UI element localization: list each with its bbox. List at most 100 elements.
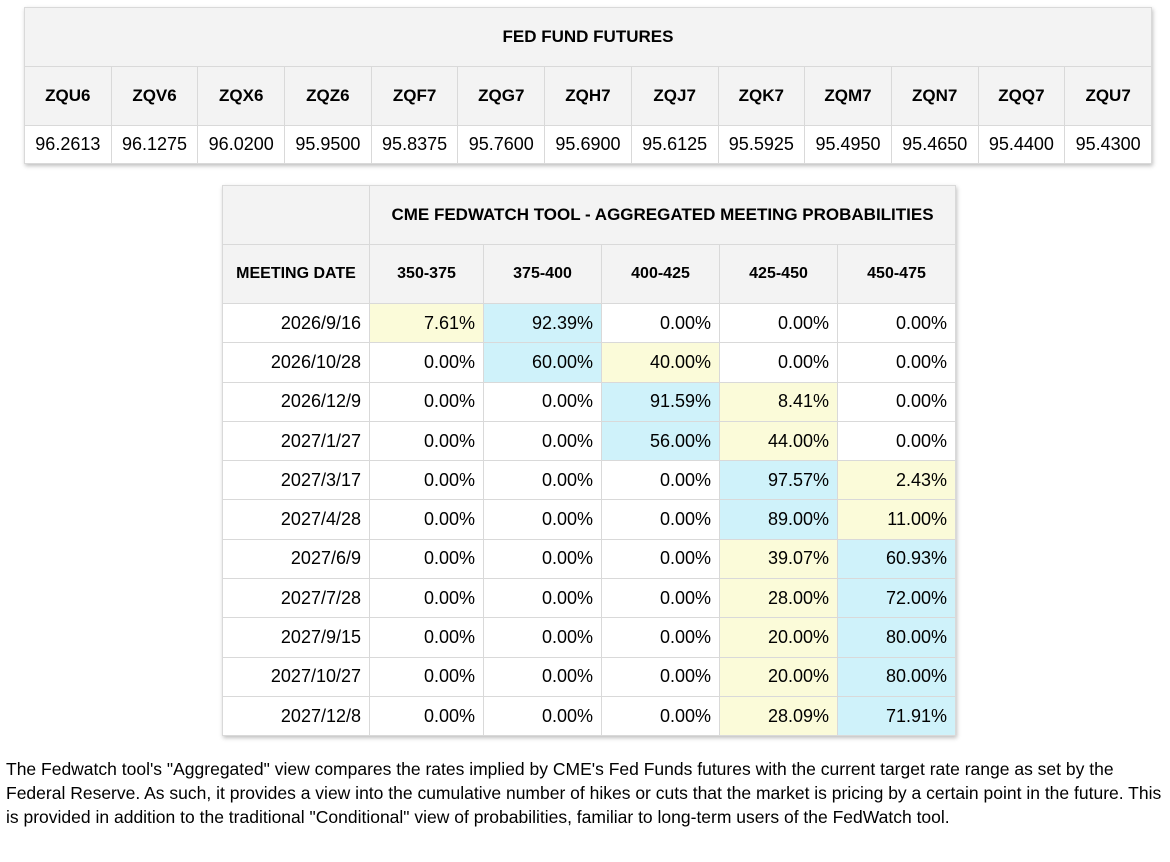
- probability-cell: 0.00%: [483, 499, 602, 540]
- probability-cell: 0.00%: [719, 342, 838, 383]
- meeting-row: 2026/12/9 0.00% 0.00% 91.59% 8.41% 0.00%: [222, 381, 956, 422]
- futures-contract-code: ZQU7: [1064, 66, 1152, 126]
- probability-cell: 0.00%: [601, 538, 720, 580]
- futures-contract-price: 96.0200: [197, 125, 286, 164]
- futures-contract-code: ZQQ7: [977, 66, 1066, 126]
- probability-cell: 44.00%: [719, 420, 838, 462]
- meeting-date: 2026/10/28: [222, 342, 370, 383]
- meeting-date: 2027/3/17: [222, 460, 370, 501]
- fed-fund-futures-panel: FED FUND FUTURES ZQU6 ZQV6 ZQX6 ZQZ6 ZQF7 ZQG…: [24, 7, 1152, 164]
- probability-cell: 0.00%: [837, 420, 956, 462]
- corner-cell: [222, 185, 370, 245]
- futures-price-row: 96.2613 96.1275 96.0200 95.9500 95.8375 95.76…: [24, 125, 1152, 164]
- probability-cell: 8.41%: [719, 381, 838, 422]
- probability-cell: 0.00%: [483, 538, 602, 580]
- futures-contract-price: 95.4950: [804, 125, 892, 164]
- futures-contract-code: ZQM7: [804, 66, 892, 126]
- meeting-row: 2027/6/9 0.00% 0.00% 0.00% 39.07% 60.93%: [222, 538, 956, 580]
- probability-cell: 71.91%: [837, 695, 956, 737]
- futures-title-row: FED FUND FUTURES: [24, 7, 1152, 67]
- meeting-date-header: MEETING DATE: [222, 244, 370, 304]
- probability-cell: 0.00%: [601, 460, 720, 501]
- futures-contract-code: ZQU6: [24, 66, 112, 126]
- meeting-row: 2027/12/8 0.00% 0.00% 0.00% 28.09% 71.91%: [222, 695, 956, 737]
- probability-cell: 0.00%: [601, 656, 720, 697]
- fedwatch-table-title: CME FEDWATCH TOOL - AGGREGATED MEETING P…: [369, 185, 956, 245]
- probability-cell: 7.61%: [369, 302, 484, 344]
- futures-contract-code: ZQG7: [457, 66, 546, 126]
- futures-contract-code: ZQZ6: [284, 66, 372, 126]
- futures-contract-code: ZQX6: [197, 66, 286, 126]
- probability-cell: 0.00%: [369, 420, 484, 462]
- probability-cell: 28.09%: [719, 695, 838, 737]
- meeting-row: 2027/9/15 0.00% 0.00% 0.00% 20.00% 80.00%: [222, 617, 956, 658]
- probability-cell: 0.00%: [601, 695, 720, 737]
- probability-cell: 91.59%: [601, 381, 720, 422]
- futures-contract-price: 95.6125: [630, 125, 719, 164]
- futures-contract-price: 96.1275: [110, 125, 199, 164]
- meeting-row: 2027/10/27 0.00% 0.00% 0.00% 20.00% 80.00%: [222, 656, 956, 697]
- futures-code-row: ZQU6 ZQV6 ZQX6 ZQZ6 ZQF7 ZQG7 ZQH7 ZQJ7 ZQK7 ZQM7…: [24, 66, 1152, 126]
- meeting-row: 2027/1/27 0.00% 0.00% 56.00% 44.00% 0.00%: [222, 420, 956, 462]
- probability-cell: 0.00%: [369, 342, 484, 383]
- meeting-date: 2027/1/27: [222, 420, 370, 462]
- probability-cell: 0.00%: [601, 302, 720, 344]
- probability-cell: 56.00%: [601, 420, 720, 462]
- probability-cell: 0.00%: [601, 499, 720, 540]
- probability-cell: 60.00%: [483, 342, 602, 383]
- probability-cell: 0.00%: [837, 381, 956, 422]
- futures-contract-price: 95.8375: [370, 125, 459, 164]
- meeting-date: 2026/12/9: [222, 381, 370, 422]
- meeting-date: 2026/9/16: [222, 302, 370, 344]
- fed-fund-futures-table: FED FUND FUTURES ZQU6 ZQV6 ZQX6 ZQZ6 ZQF7 ZQG…: [24, 7, 1152, 164]
- futures-contract-price: 95.6900: [544, 125, 632, 164]
- probability-cell: 2.43%: [837, 460, 956, 501]
- probability-cell: 0.00%: [719, 302, 838, 344]
- futures-contract-price: 95.4650: [890, 125, 979, 164]
- probability-cell: 0.00%: [483, 617, 602, 658]
- futures-contract-code: ZQV6: [110, 66, 199, 126]
- probability-cell: 0.00%: [483, 420, 602, 462]
- probability-cell: 0.00%: [369, 695, 484, 737]
- fedwatch-title-row: CME FEDWATCH TOOL - AGGREGATED MEETING P…: [222, 185, 956, 245]
- rate-range-header: 425-450: [719, 244, 838, 304]
- probability-cell: 0.00%: [483, 656, 602, 697]
- probability-cell: 0.00%: [483, 695, 602, 737]
- probability-cell: 0.00%: [837, 302, 956, 344]
- rate-range-header: 350-375: [369, 244, 484, 304]
- futures-contract-price: 95.7600: [457, 125, 546, 164]
- probability-cell: 0.00%: [369, 617, 484, 658]
- meeting-row: 2026/10/28 0.00% 60.00% 40.00% 0.00% 0.00%: [222, 342, 956, 383]
- futures-contract-price: 95.5925: [717, 125, 806, 164]
- probability-cell: 11.00%: [837, 499, 956, 540]
- probability-cell: 0.00%: [369, 578, 484, 619]
- probability-cell: 0.00%: [601, 617, 720, 658]
- probability-cell: 0.00%: [369, 538, 484, 580]
- futures-contract-price: 95.9500: [284, 125, 372, 164]
- probability-cell: 40.00%: [601, 342, 720, 383]
- meeting-row: 2026/9/16 7.61% 92.39% 0.00% 0.00% 0.00%: [222, 302, 956, 344]
- rate-range-header: 400-425: [601, 244, 720, 304]
- probability-cell: 92.39%: [483, 302, 602, 344]
- fedwatch-panel: CME FEDWATCH TOOL - AGGREGATED MEETING P…: [222, 185, 956, 737]
- probability-cell: 0.00%: [837, 342, 956, 383]
- probability-cell: 39.07%: [719, 538, 838, 580]
- probability-cell: 0.00%: [601, 578, 720, 619]
- futures-contract-price: 95.4400: [977, 125, 1066, 164]
- probability-cell: 0.00%: [483, 460, 602, 501]
- meeting-row: 2027/7/28 0.00% 0.00% 0.00% 28.00% 72.00%: [222, 578, 956, 619]
- meeting-row: 2027/3/17 0.00% 0.00% 0.00% 97.57% 2.43%: [222, 460, 956, 501]
- probability-cell: 20.00%: [719, 656, 838, 697]
- meeting-date: 2027/7/28: [222, 578, 370, 619]
- probability-cell: 0.00%: [483, 381, 602, 422]
- fedwatch-probabilities-table: CME FEDWATCH TOOL - AGGREGATED MEETING P…: [222, 185, 956, 737]
- probability-cell: 72.00%: [837, 578, 956, 619]
- meeting-date: 2027/6/9: [222, 538, 370, 580]
- probability-cell: 60.93%: [837, 538, 956, 580]
- fedwatch-body: 2026/9/16 7.61% 92.39% 0.00% 0.00% 0.00% 2026/…: [222, 302, 956, 737]
- fedwatch-header-row: MEETING DATE 350-375 375-400 400-425 425-45…: [222, 244, 956, 304]
- probability-cell: 0.00%: [483, 578, 602, 619]
- probability-cell: 28.00%: [719, 578, 838, 619]
- probability-cell: 0.00%: [369, 381, 484, 422]
